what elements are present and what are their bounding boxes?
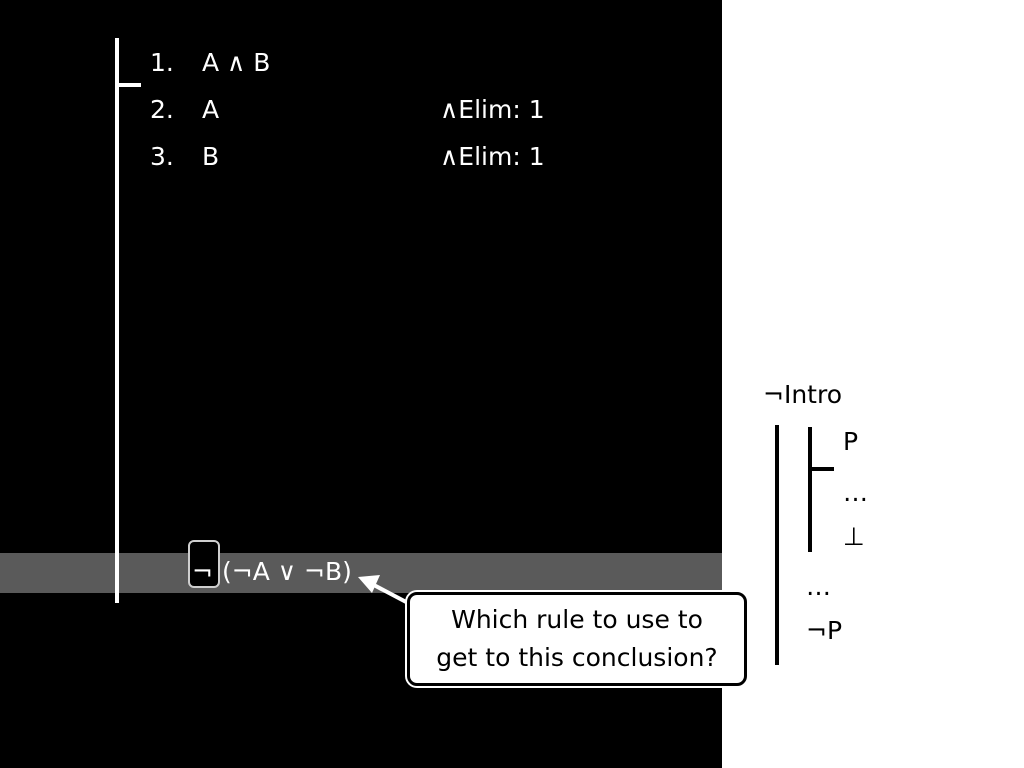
line-3-number: 3.	[150, 142, 174, 171]
question-callout: Which rule to use to get to this conclus…	[407, 592, 747, 686]
line-1-formula: A ∧ B	[202, 48, 271, 77]
negation-highlight-box	[188, 540, 220, 588]
conclusion-negation: ¬	[192, 557, 213, 586]
rule-outer-scope-line	[775, 425, 779, 665]
rule-title: ¬Intro	[763, 380, 842, 409]
rule-result: ¬P	[806, 616, 843, 645]
line-2-formula: A	[202, 95, 220, 124]
proof-scope-line	[115, 38, 119, 603]
rule-inner-scope-line	[808, 427, 812, 552]
premise-separator	[115, 83, 141, 87]
line-2-number: 2.	[150, 95, 174, 124]
conclusion-highlight-band	[0, 553, 722, 593]
rule-assumption: P	[843, 427, 859, 456]
rule-inner-dots: …	[843, 478, 868, 507]
line-1-number: 1.	[150, 48, 174, 77]
callout-arrow-icon	[358, 575, 409, 605]
rule-inner-separator	[808, 467, 834, 471]
line-3-formula: B	[202, 142, 220, 171]
conclusion-formula: (¬A ∨ ¬B)	[222, 557, 352, 586]
callout-text: Which rule to use to get to this conclus…	[436, 605, 718, 672]
line-2-justification: ∧Elim: 1	[440, 95, 545, 124]
line-3-justification: ∧Elim: 1	[440, 142, 545, 171]
rule-bottom: ⊥	[843, 522, 865, 551]
rule-outer-dots: …	[806, 572, 831, 601]
